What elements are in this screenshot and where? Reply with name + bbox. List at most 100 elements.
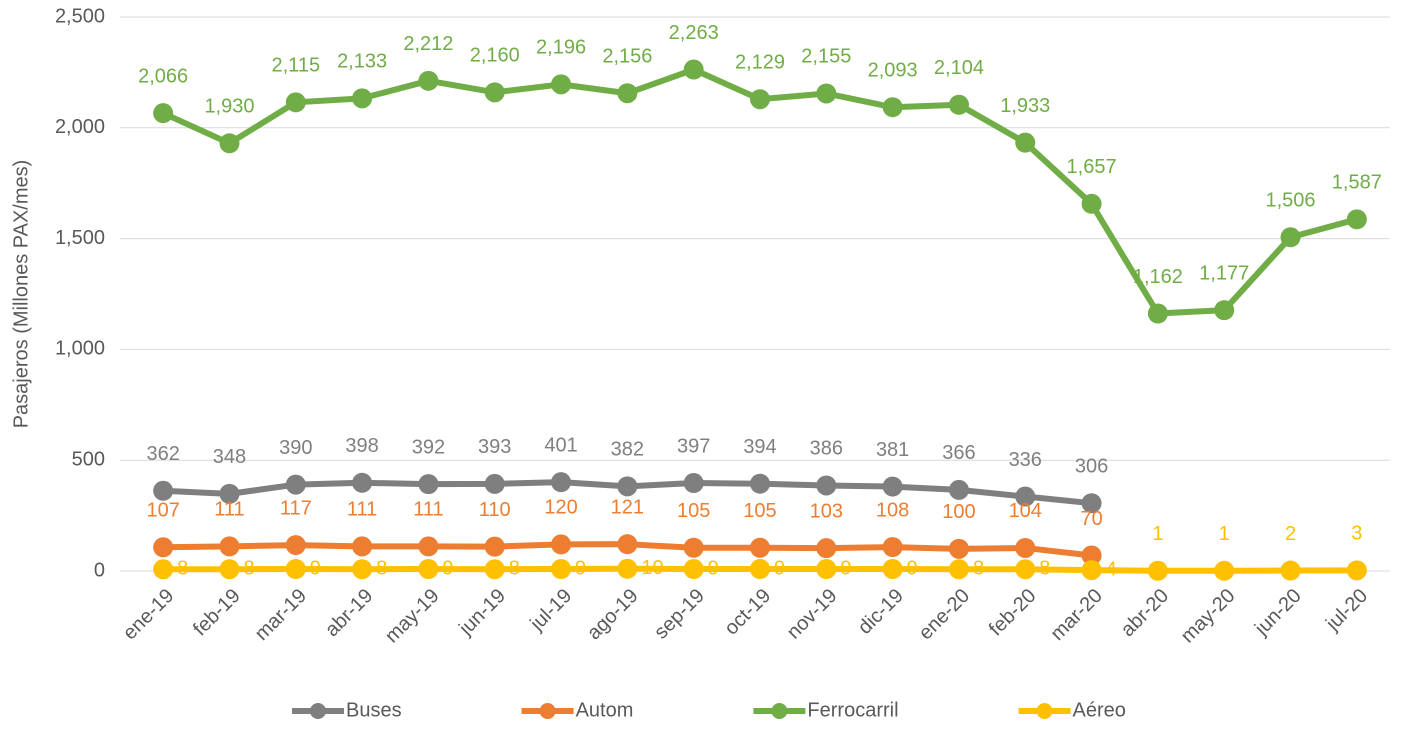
point	[816, 559, 837, 580]
point	[551, 74, 572, 95]
y-tick-label: 1,500	[55, 227, 105, 249]
x-tick-label: ene-19	[119, 585, 179, 645]
y-axis-title: Pasajeros (Millones PAX/mes)	[10, 160, 32, 429]
data-label: 2,212	[403, 33, 453, 55]
data-label: 9	[774, 557, 785, 579]
data-label: 2,093	[868, 59, 918, 81]
point	[816, 538, 837, 559]
data-label: 100	[942, 501, 975, 523]
data-label: 1,657	[1067, 156, 1117, 178]
data-label: 110	[479, 499, 511, 521]
point	[617, 83, 638, 104]
data-label: 8	[376, 558, 387, 580]
x-tick-label: oct-19	[720, 585, 775, 640]
point	[219, 133, 240, 154]
data-label: 117	[280, 497, 312, 519]
data-label: 8	[509, 558, 520, 580]
point	[1015, 559, 1036, 580]
point	[285, 474, 306, 495]
data-label: 9	[310, 557, 321, 579]
point	[617, 558, 638, 579]
legend-label: Ferrocarril	[807, 699, 898, 721]
point	[948, 94, 969, 115]
legend-label: Aéreo	[1073, 699, 1126, 721]
point	[153, 103, 174, 124]
x-tick-label: abr-20	[1117, 585, 1173, 641]
legend-label: Buses	[346, 699, 402, 721]
data-label: 1,933	[1000, 95, 1050, 117]
data-label: 120	[544, 497, 577, 519]
point	[948, 538, 969, 559]
y-tick-label: 0	[94, 559, 105, 581]
data-label: 392	[412, 436, 445, 458]
data-label: 8	[177, 558, 188, 580]
data-label: 9	[708, 557, 719, 579]
x-tick-label: may-19	[381, 585, 444, 648]
point	[882, 559, 903, 580]
point	[1346, 560, 1367, 581]
point	[352, 472, 373, 493]
data-label: 104	[1009, 500, 1042, 522]
point	[219, 559, 240, 580]
data-label: 398	[345, 435, 378, 457]
point	[1081, 560, 1102, 581]
point	[882, 97, 903, 118]
data-label: 105	[677, 500, 710, 522]
point	[816, 475, 837, 496]
y-tick-label: 2,500	[55, 5, 105, 27]
x-tick-label: may-20	[1177, 585, 1240, 648]
data-label: 1,162	[1133, 266, 1183, 288]
point	[418, 70, 439, 91]
point	[484, 473, 505, 494]
data-label: 362	[146, 443, 179, 465]
data-label: 2	[1285, 523, 1296, 545]
x-tick-label: feb-19	[189, 585, 245, 641]
legend-marker	[539, 703, 556, 719]
data-label: 306	[1075, 455, 1108, 477]
point	[1015, 132, 1036, 153]
point	[285, 559, 306, 580]
data-label: 390	[279, 437, 312, 459]
point	[750, 537, 770, 558]
point	[1147, 560, 1168, 581]
x-tick-label: jul-19	[525, 585, 576, 636]
data-label: 1,930	[204, 96, 254, 118]
legend-marker	[771, 703, 788, 719]
x-tick-label: dic-19	[854, 585, 908, 639]
data-label: 1,587	[1332, 172, 1382, 194]
data-label: 366	[942, 442, 975, 464]
data-label: 2,160	[470, 45, 520, 67]
point	[484, 536, 505, 557]
point	[484, 559, 505, 580]
point	[484, 82, 505, 103]
point	[153, 559, 174, 580]
data-label: 70	[1080, 508, 1102, 530]
legend-marker	[1036, 703, 1053, 719]
point	[551, 472, 572, 493]
point	[1081, 545, 1102, 566]
data-label: 8	[243, 558, 254, 580]
point	[1081, 193, 1102, 214]
point	[1280, 227, 1301, 248]
data-label: 2,196	[536, 37, 586, 59]
point	[1081, 493, 1102, 514]
data-label: 103	[810, 500, 843, 522]
data-label: 111	[413, 499, 443, 521]
x-tick-label: feb-20	[985, 585, 1041, 641]
x-tick-label: ene-20	[915, 585, 975, 645]
y-tick-label: 2,000	[55, 116, 105, 138]
x-tick-label: nov-19	[783, 585, 842, 644]
point	[551, 534, 572, 555]
point	[551, 559, 572, 580]
point	[750, 473, 770, 494]
point	[683, 559, 704, 580]
point	[948, 479, 969, 500]
point	[1280, 560, 1301, 581]
point	[1214, 300, 1235, 321]
point	[219, 536, 240, 557]
data-label: 1,177	[1199, 262, 1249, 284]
data-label: 111	[214, 499, 244, 521]
data-label: 111	[347, 499, 377, 521]
data-label: 9	[840, 557, 851, 579]
